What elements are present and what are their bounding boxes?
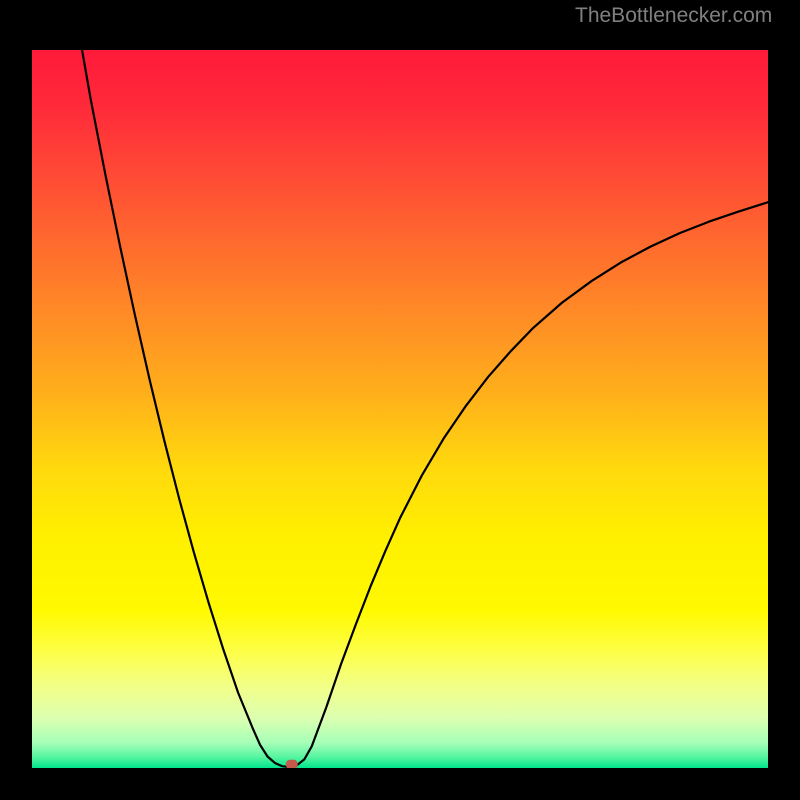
chart-frame [10, 28, 790, 790]
watermark-text: TheBottlenecker.com [575, 4, 772, 28]
